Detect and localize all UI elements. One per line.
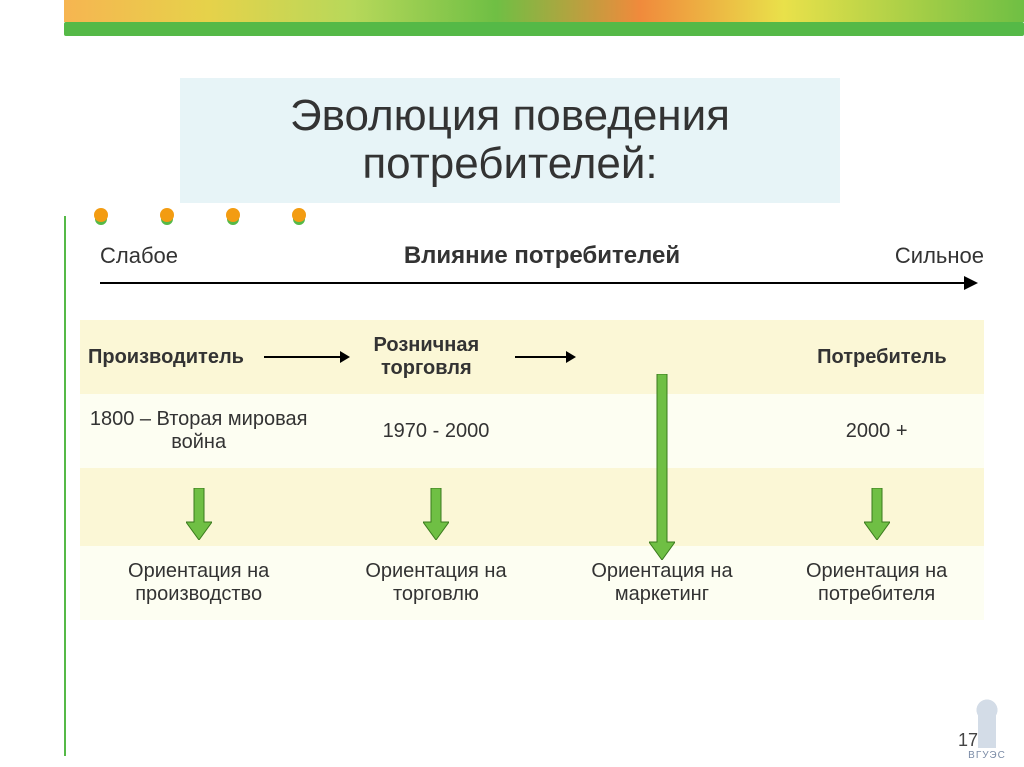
influence-label: Влияние потребителей — [300, 242, 784, 270]
header-row: Производитель Розничная торговля Потреби… — [80, 320, 984, 394]
dot — [292, 208, 306, 222]
influence-arrow — [100, 282, 966, 284]
orientation-cell: Ориентация на торговлю — [317, 546, 554, 620]
period-cell: 1800 – Вторая мировая война — [80, 394, 317, 468]
logo: ВГУЭС — [958, 698, 1016, 761]
logo-icon — [965, 698, 1009, 748]
arrow-down-icon — [649, 374, 675, 560]
logo-text: ВГУЭС — [968, 750, 1006, 761]
accent-bar — [64, 22, 1024, 36]
arrow-down-icon — [186, 488, 212, 540]
title-band: Эволюция поведения потребителей: — [180, 78, 840, 203]
header-text: Розничная торговля — [358, 334, 495, 380]
header-cell — [576, 343, 780, 371]
arrow-cell — [555, 500, 770, 528]
header-cell: Розничная торговля — [350, 320, 576, 394]
dot — [226, 208, 240, 222]
period-cell: 1970 - 2000 — [317, 406, 554, 457]
dot — [160, 208, 174, 222]
orientation-row: Ориентация на производство Ориентация на… — [80, 546, 984, 620]
influence-weak: Слабое — [100, 243, 300, 269]
arrow-down-icon — [864, 488, 890, 540]
arrow-down-icon — [423, 488, 449, 540]
header-cell: Производитель — [80, 332, 350, 383]
evolution-table: Производитель Розничная торговля Потреби… — [80, 320, 984, 620]
header-text: Производитель — [88, 346, 244, 369]
influence-scale: Слабое Влияние потребителей Сильное — [100, 242, 984, 270]
influence-strong: Сильное — [784, 243, 984, 269]
decorative-top-band — [64, 0, 1024, 22]
orientation-cell: Ориентация на производство — [80, 546, 317, 620]
dot-row — [94, 208, 306, 222]
dot — [94, 208, 108, 222]
header-cell: Потребитель — [780, 332, 984, 383]
side-line — [64, 216, 66, 756]
orientation-cell: Ориентация на потребителя — [769, 546, 984, 620]
period-row: 1800 – Вторая мировая война 1970 - 2000 … — [80, 394, 984, 468]
slide-title: Эволюция поведения потребителей: — [208, 92, 812, 189]
arrow-row — [80, 468, 984, 546]
arrow-right-icon — [515, 356, 568, 358]
period-cell: 2000 + — [769, 406, 984, 457]
arrow-right-icon — [264, 356, 342, 358]
